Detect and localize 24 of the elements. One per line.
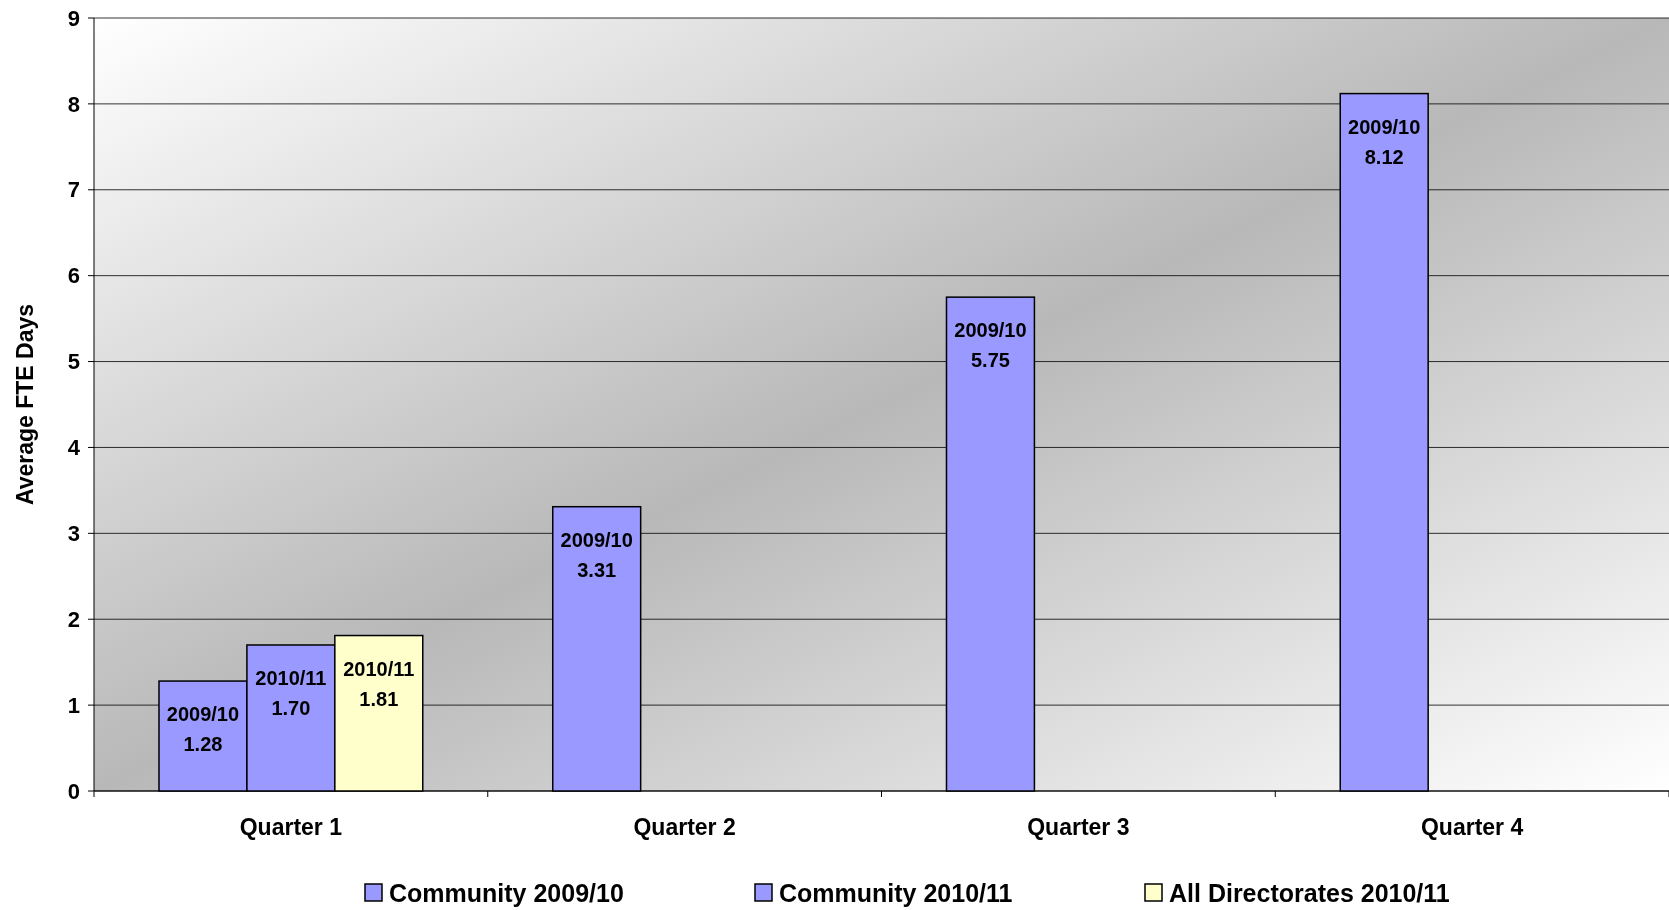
y-tick-label: 8 <box>67 91 80 117</box>
x-tick-label: Quarter 2 <box>633 814 736 840</box>
y-tick-label: 3 <box>67 521 80 547</box>
data-label: 2009/10 5.75 <box>954 319 1027 372</box>
y-tick-label: 6 <box>67 263 80 289</box>
data-label: 2010/11 1.70 <box>255 666 327 719</box>
legend-label: Community 2009/10 <box>389 878 624 907</box>
y-tick-label: 1 <box>67 692 80 718</box>
x-tick-label: Quarter 1 <box>239 814 343 840</box>
data-label: 2010/11 1.81 <box>343 657 415 710</box>
legend-label: Community 2010/11 <box>779 878 1013 907</box>
y-tick-label: 0 <box>67 778 80 804</box>
data-label: 2009/10 3.31 <box>560 528 633 581</box>
data-label: 2009/10 1.28 <box>166 703 240 756</box>
x-tick-label: Quarter 4 <box>1420 814 1524 840</box>
y-axis-title: Average FTE Days <box>12 303 38 506</box>
data-label: 2009/10 8.12 <box>1348 115 1421 168</box>
y-tick-label: 5 <box>67 349 80 375</box>
x-tick-label: Quarter 3 <box>1027 814 1130 840</box>
y-tick-label: 7 <box>67 177 80 203</box>
y-tick-label: 9 <box>67 5 80 31</box>
legend-label: All Directorates 2010/11 <box>1169 878 1450 907</box>
y-tick-label: 4 <box>67 435 81 461</box>
y-tick-label: 2 <box>67 606 80 632</box>
